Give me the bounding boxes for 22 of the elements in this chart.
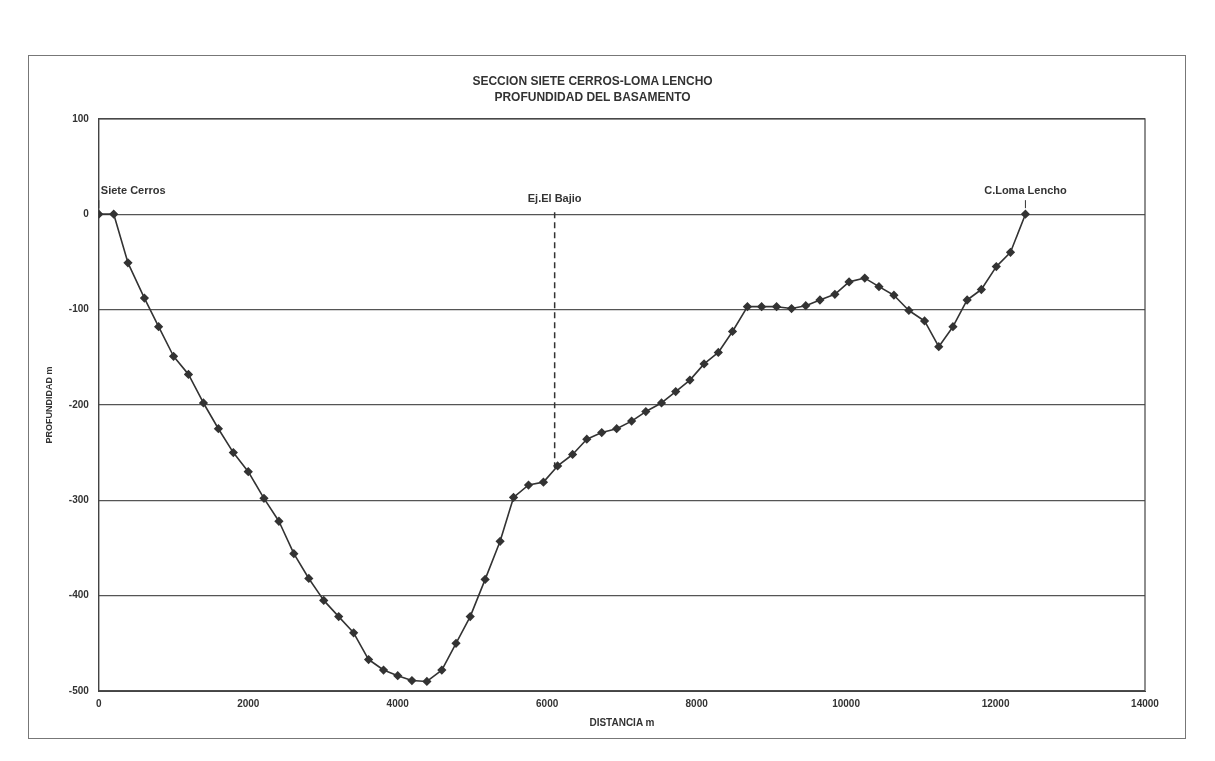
chart-title: SECCION SIETE CERROS-LOMA LENCHO	[472, 73, 713, 88]
annotation: C.Loma Lencho	[984, 183, 1067, 196]
x-axis-title: DISTANCIA m	[589, 716, 655, 728]
y-tick-label: -300	[68, 494, 90, 506]
chart-subtitle: PROFUNDIDAD DEL BASAMENTO	[494, 89, 691, 104]
x-tick-label: 4000	[386, 697, 410, 709]
x-tick-label: 8000	[685, 697, 709, 709]
y-tick-label: 0	[83, 207, 90, 219]
y-tick-label: 100	[72, 112, 90, 124]
ref-line-label: Ej.El Bajio	[527, 191, 582, 204]
x-tick-label: 14000	[1131, 697, 1160, 709]
x-tick-label: 10000	[832, 697, 861, 709]
y-axis-title: PROFUNDIDAD m	[43, 366, 54, 444]
y-tick-label: -500	[68, 684, 90, 696]
annotation: Siete Cerros	[100, 183, 166, 196]
x-tick-label: 6000	[536, 697, 559, 709]
x-tick-label: 2000	[237, 697, 260, 709]
y-tick-label: -100	[68, 303, 90, 315]
y-tick-label: -200	[68, 398, 90, 410]
y-tick-label: -400	[68, 589, 90, 601]
x-tick-label: 0	[96, 697, 103, 709]
x-tick-label: 12000	[981, 697, 1010, 709]
